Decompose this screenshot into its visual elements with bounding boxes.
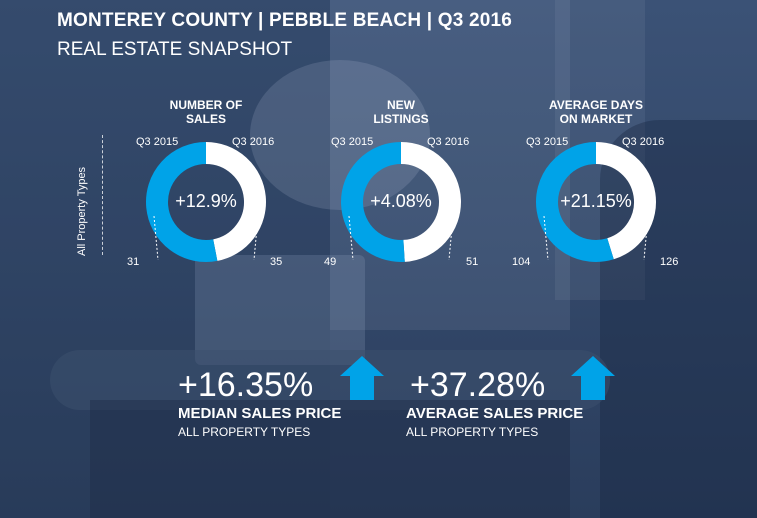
leader-line-curr — [448, 215, 454, 261]
median-price-change: +16.35% — [178, 366, 314, 404]
donut-center-pct: +4.08% — [370, 191, 432, 211]
donut-value-curr: 126 — [660, 256, 679, 268]
kpi-title-sales: NUMBER OF SALES — [136, 98, 276, 126]
donut-label-prev: Q3 2015 — [331, 136, 374, 148]
donut-slice-curr — [536, 142, 614, 262]
donut-value-curr: 51 — [466, 256, 479, 268]
leader-line-prev — [153, 215, 159, 261]
up-arrow-icon — [340, 356, 384, 400]
donut-chart-days-on-market — [536, 142, 656, 262]
donut-center-pct: +21.15% — [560, 191, 632, 211]
up-arrow-icon — [571, 356, 615, 400]
donut-label-prev: Q3 2015 — [526, 136, 569, 148]
kpi-title-line: NUMBER OF — [169, 98, 243, 112]
leader-line-curr — [253, 215, 259, 261]
donut-chart-sales — [146, 142, 266, 262]
background-vase — [195, 255, 365, 365]
donut-value-curr: 35 — [270, 256, 283, 268]
kpi-title-line: LISTINGS — [373, 112, 429, 126]
leader-line-curr — [643, 215, 649, 261]
page-subtitle: REAL ESTATE SNAPSHOT — [57, 39, 293, 60]
side-divider — [102, 135, 103, 255]
kpi-title-line: NEW — [387, 98, 415, 112]
donut-slice-prev — [595, 142, 656, 260]
leader-line-prev — [543, 215, 549, 261]
kpi-title-listings: NEW LISTINGS — [331, 98, 471, 126]
donut-value-prev: 31 — [127, 256, 140, 268]
side-label: All Property Types — [76, 166, 88, 256]
donut-label-prev: Q3 2015 — [136, 136, 179, 148]
donut-label-curr: Q3 2016 — [427, 136, 470, 148]
donut-slice-curr — [341, 142, 405, 262]
page-title: MONTEREY COUNTY | PEBBLE BEACH | Q3 2016 — [57, 10, 513, 31]
kpi-title-line: SALES — [185, 112, 226, 126]
donut-chart-listings — [341, 142, 461, 262]
leader-line-prev — [348, 215, 354, 261]
kpi-title-days-on-market: AVERAGE DAYS ON MARKET — [526, 98, 666, 126]
donut-slice-curr — [146, 142, 218, 262]
donut-value-prev: 49 — [324, 256, 337, 268]
kpi-title-line: ON MARKET — [559, 112, 633, 126]
median-price-sub: ALL PROPERTY TYPES — [178, 425, 311, 439]
donut-slice-prev — [400, 142, 461, 262]
donut-label-curr: Q3 2016 — [622, 136, 665, 148]
donut-slice-prev — [205, 142, 266, 261]
average-price-sub: ALL PROPERTY TYPES — [406, 425, 539, 439]
median-price-label: MEDIAN SALES PRICE — [178, 405, 342, 422]
donut-value-prev: 104 — [512, 256, 531, 268]
kpi-title-line: AVERAGE DAYS — [548, 98, 644, 112]
average-price-change: +37.28% — [410, 366, 546, 404]
average-price-label: AVERAGE SALES PRICE — [406, 405, 584, 422]
donut-label-curr: Q3 2016 — [232, 136, 275, 148]
donut-center-pct: +12.9% — [175, 191, 237, 211]
